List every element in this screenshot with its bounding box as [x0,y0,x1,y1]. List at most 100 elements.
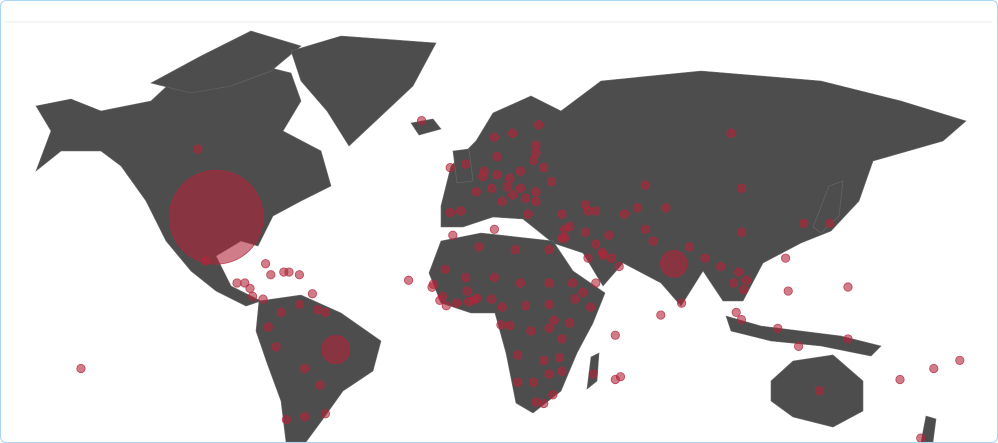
bubble[interactable] [489,272,500,283]
bubble[interactable] [258,294,268,304]
bubble[interactable] [546,177,557,187]
bubble[interactable] [799,218,809,228]
bubble[interactable] [489,224,500,234]
bubble[interactable] [559,233,570,243]
bubble[interactable] [580,227,591,237]
bubble[interactable] [843,282,853,292]
bubble[interactable] [320,307,331,317]
bubble[interactable] [531,140,541,150]
bubble[interactable] [583,206,593,216]
bubble[interactable] [531,187,541,197]
bubble[interactable] [588,369,598,379]
bubble[interactable] [461,272,471,283]
bubble[interactable] [531,148,541,158]
bubble[interactable] [510,245,520,255]
bubble[interactable] [700,253,710,263]
bubble[interactable] [736,183,747,194]
bubble[interactable] [632,203,643,213]
bubble[interactable] [660,250,688,278]
bubble[interactable] [929,363,939,374]
bubble[interactable] [294,299,305,310]
bubble[interactable] [728,278,739,288]
bubble[interactable] [474,242,484,252]
bubble[interactable] [715,261,726,272]
bubble[interactable] [570,294,580,304]
bubble[interactable] [403,275,414,285]
bubble[interactable] [578,287,588,297]
bubble[interactable] [513,350,523,360]
bubble[interactable] [307,289,318,299]
bubble[interactable] [478,171,488,182]
bubble[interactable] [247,291,258,302]
bubble[interactable] [640,180,650,190]
bubble[interactable] [597,247,607,258]
bubble[interactable] [661,203,671,213]
bubble[interactable] [320,409,331,419]
bubble[interactable] [232,278,242,288]
bubble[interactable] [736,227,747,237]
bubble[interactable] [526,326,536,336]
bubble[interactable] [557,209,567,219]
bubble[interactable] [591,278,601,288]
bubble[interactable] [76,363,86,374]
bubble[interactable] [315,380,325,390]
bubble[interactable] [780,253,791,263]
bubble[interactable] [565,318,575,328]
bubble[interactable] [271,342,281,352]
bubble[interactable] [539,163,549,173]
bubble[interactable] [916,433,926,442]
bubble[interactable] [773,323,783,333]
bubble[interactable] [955,355,965,365]
bubble[interactable] [471,187,481,197]
bubble[interactable] [515,166,526,176]
bubble[interactable] [497,196,507,207]
bubble[interactable] [610,374,620,385]
bubble[interactable] [201,256,211,266]
bubble[interactable] [544,278,554,288]
bubble[interactable] [193,144,203,154]
bubble[interactable] [245,283,255,293]
bubble[interactable] [783,286,793,296]
bubble[interactable] [505,173,515,183]
bubble[interactable] [448,230,458,240]
bubble[interactable] [606,253,617,263]
bubble[interactable] [544,323,554,333]
bubble[interactable] [520,193,531,203]
bubble[interactable] [591,239,601,249]
bubble[interactable] [656,310,666,320]
bubble[interactable] [461,159,471,169]
bubble[interactable] [299,412,310,422]
bubble[interactable] [610,330,620,340]
bubble[interactable] [321,335,351,365]
bubble[interactable] [531,397,541,407]
bubble[interactable] [557,366,567,376]
bubble[interactable] [614,261,624,272]
bubble[interactable] [455,206,466,216]
bubble[interactable] [502,182,513,192]
bubble[interactable] [731,307,741,317]
bubble[interactable] [281,415,292,425]
bubble[interactable] [736,314,747,325]
bubble[interactable] [591,206,601,216]
bubble[interactable] [427,282,437,292]
bubble[interactable] [533,120,544,130]
bubble[interactable] [640,224,650,234]
bubble[interactable] [263,322,273,332]
bubble[interactable] [452,298,462,308]
bubble[interactable] [168,169,264,265]
bubble[interactable] [507,190,518,200]
bubble[interactable] [276,307,286,317]
bubble[interactable] [435,295,445,306]
bubble[interactable] [492,152,502,162]
bubble[interactable] [825,218,835,228]
bubble[interactable] [648,236,658,246]
bubble[interactable] [445,163,455,173]
bubble[interactable] [496,320,506,330]
bubble[interactable] [739,285,749,295]
bubble[interactable] [549,315,559,325]
bubble[interactable] [726,128,736,138]
bubble[interactable] [604,230,614,240]
bubble[interactable] [583,253,593,263]
bubble[interactable] [585,302,596,312]
bubble[interactable] [513,377,523,387]
